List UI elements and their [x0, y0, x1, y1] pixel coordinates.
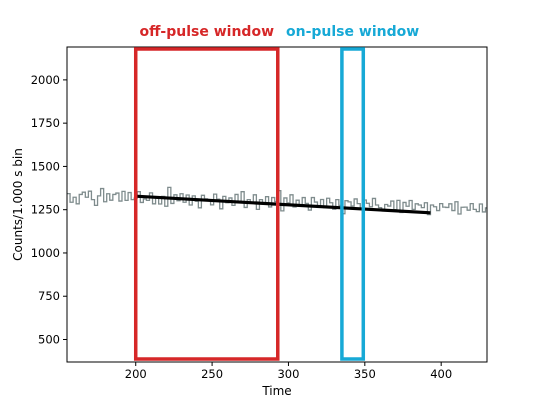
background-fit-line — [135, 194, 431, 215]
x-tick-label: 400 — [430, 367, 452, 381]
y-tick-label: 1750 — [31, 116, 60, 130]
window-boxes — [133, 47, 366, 361]
y-tick-label: 1250 — [31, 203, 60, 217]
x-tick-label: 200 — [125, 367, 147, 381]
off-pulse-window-label: off-pulse window — [139, 24, 274, 40]
axis-ticks: 200 250 300 350 400 500 750 1000 1250 1500 1750 200… — [31, 73, 452, 381]
on-pulse-window-label: on-pulse window — [286, 24, 419, 40]
off-pulse-window-box — [133, 47, 280, 361]
x-axis-label: Time — [261, 384, 291, 398]
y-tick-label: 750 — [38, 289, 60, 303]
y-tick-label: 500 — [38, 333, 60, 347]
x-tick-label: 300 — [277, 367, 299, 381]
y-tick-label: 1000 — [31, 246, 60, 260]
y-axis-label: Counts/1.000 s bin — [11, 148, 25, 261]
x-tick-label: 350 — [354, 367, 376, 381]
axes-frame — [66, 46, 488, 363]
y-tick-label: 2000 — [31, 73, 60, 87]
y-tick-label: 1500 — [31, 159, 60, 173]
on-pulse-window-box — [340, 47, 366, 361]
x-tick-label: 250 — [201, 367, 223, 381]
plot-area: 200 250 300 350 400 500 750 1000 1250 1500 1750 200… — [31, 46, 488, 381]
